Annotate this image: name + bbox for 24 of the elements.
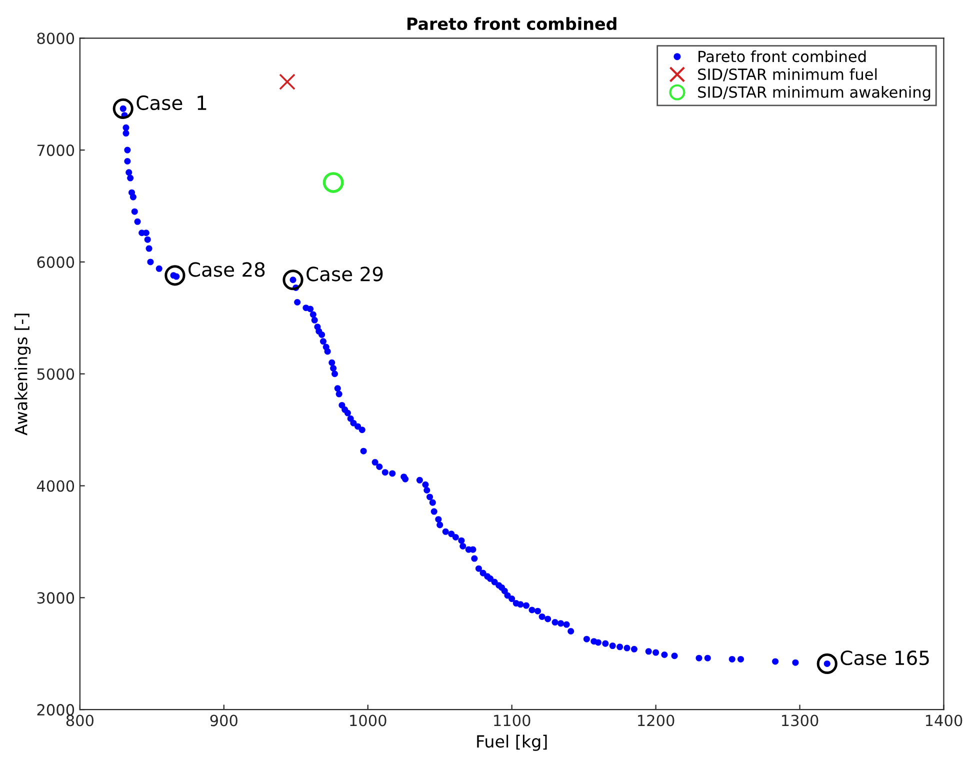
x-tick-label: 800 — [66, 714, 94, 726]
y-tick-label: 4000 — [36, 480, 74, 492]
y-tick-label: 2000 — [37, 704, 74, 716]
x-tick-label: 900 — [210, 714, 238, 726]
annotation: Case 1 — [136, 95, 206, 110]
annotation: Case 29 — [306, 266, 383, 282]
legend-label: Pareto front combined — [698, 50, 866, 62]
y-tick-label: 7000 — [37, 144, 74, 156]
x-tick-label: 1100 — [494, 714, 530, 726]
x-tick-label: 1400 — [926, 714, 962, 726]
y-axis-title: Awakenings [-] — [14, 314, 31, 436]
y-tick-label: 3000 — [37, 592, 74, 604]
x-axis-title: Fuel [kg] — [477, 734, 547, 751]
x-tick-label: 1200 — [638, 714, 674, 726]
annotation: Case 165 — [840, 650, 929, 666]
x-tick-label: 1000 — [350, 714, 386, 726]
legend-label: SID/STAR minimum fuel — [698, 68, 877, 82]
annotation: Case 28 — [188, 262, 265, 277]
y-tick-label: 8000 — [37, 32, 74, 44]
legend-label: SID/STAR minimum awakening — [698, 86, 930, 101]
x-tick-label: 1300 — [782, 714, 818, 726]
y-tick-label: 5000 — [37, 368, 74, 380]
chart-title: Pareto front combined — [407, 17, 616, 30]
y-tick-label: 6000 — [37, 256, 74, 268]
